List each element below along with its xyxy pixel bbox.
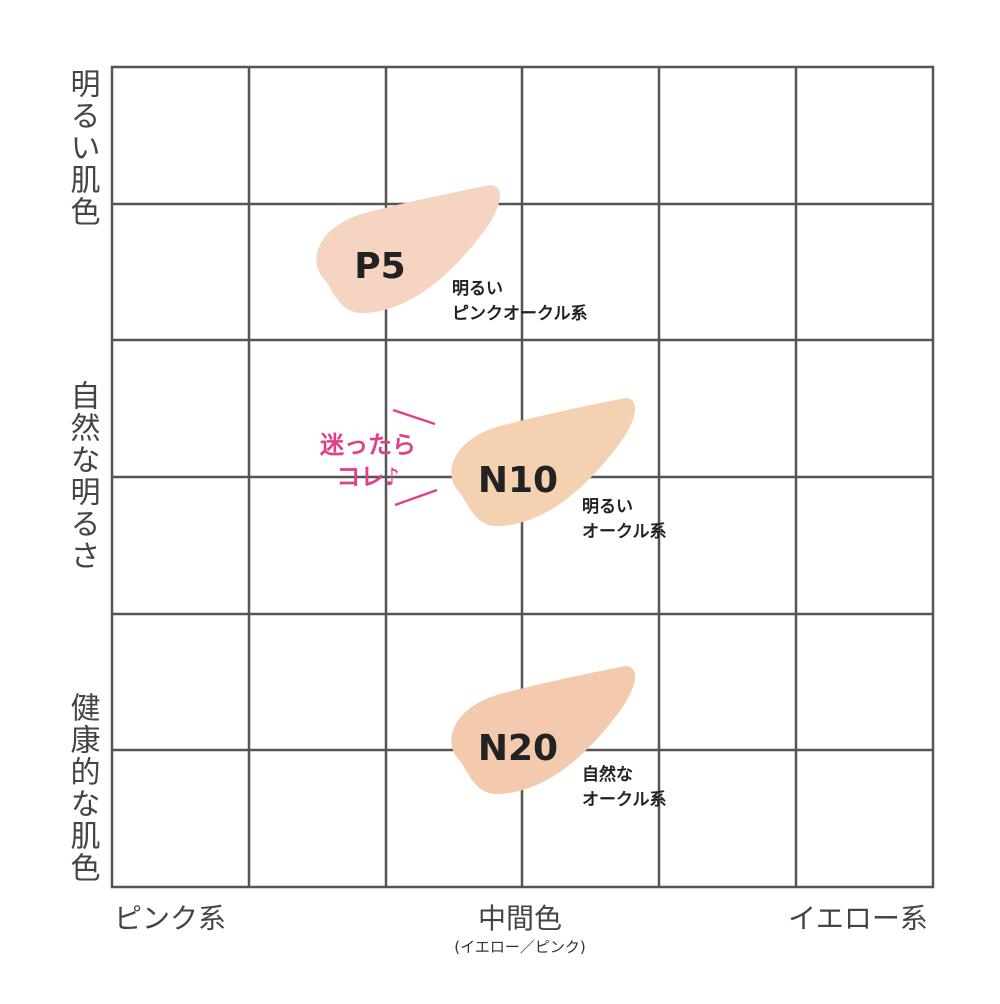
x-label: ピンク系 [114, 902, 226, 935]
swatch-name: N20 [478, 728, 558, 769]
swatch-desc: ピンクオークル系 [452, 304, 588, 324]
swatch-name: P5 [354, 246, 405, 287]
x-label: 中間色 [478, 902, 562, 935]
x-label: イエロー系 [788, 902, 928, 935]
callout-dashes [392, 408, 438, 507]
swatch-desc: 明るい [452, 279, 503, 299]
y-label: 自然な明るさ [65, 380, 100, 572]
swatch-desc: オークル系 [582, 790, 667, 810]
swatch-desc: 明るい [582, 497, 633, 517]
y-label: 明るい肌色 [65, 68, 100, 228]
swatch-name: N10 [478, 460, 558, 501]
callout: コレ♪ [336, 463, 399, 491]
swatch-desc: オークル系 [582, 522, 667, 542]
x-sublabel: (イエロー／ピンク) [454, 938, 586, 956]
swatch-desc: 自然な [582, 764, 633, 785]
callout: 迷ったら [320, 431, 416, 459]
y-label: 健康的な肌色 [65, 692, 101, 884]
